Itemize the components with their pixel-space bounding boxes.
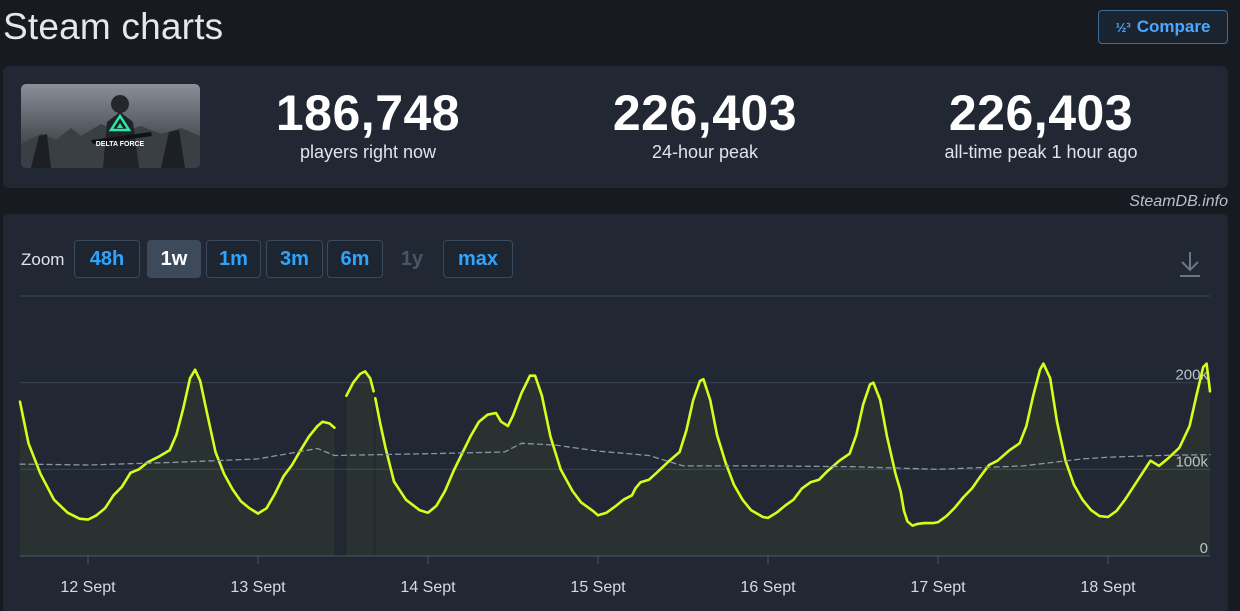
zoom-3m-button[interactable]: 3m	[266, 240, 323, 278]
x-tick-label: 13 Sept	[230, 579, 286, 596]
x-tick-label: 17 Sept	[910, 579, 966, 596]
stat-value: 226,403	[612, 85, 798, 141]
thumbnail-title: DELTA FORCE	[96, 141, 145, 148]
game-thumbnail[interactable]: DELTA FORCE	[21, 84, 200, 168]
game-thumbnail-image: DELTA FORCE	[21, 84, 200, 168]
x-tick-label: 18 Sept	[1080, 579, 1136, 596]
y-tick-label: 0	[1200, 540, 1208, 557]
steamdb-credit[interactable]: SteamDB.info	[1129, 193, 1228, 210]
players-line	[256, 420, 336, 515]
compare-button[interactable]: ½³ Compare	[1098, 10, 1228, 44]
players-area	[375, 363, 1210, 556]
download-icon[interactable]	[1177, 250, 1203, 278]
stat-value: 186,748	[275, 85, 461, 141]
y-tick-label: 100k	[1175, 453, 1208, 470]
compare-label: Compare	[1136, 17, 1211, 36]
x-tick-label: 15 Sept	[570, 579, 626, 596]
x-tick-label: 16 Sept	[740, 579, 796, 596]
x-tick-label: 12 Sept	[60, 579, 116, 596]
stat-label: players right now	[299, 142, 437, 162]
players-line	[345, 370, 375, 397]
stat-all-time-peak: 226,403 all-time peak 1 hour ago	[901, 86, 1181, 163]
stat-24h-peak: 226,403 24-hour peak	[580, 86, 830, 163]
players-area	[20, 369, 258, 556]
zoom-1w-button[interactable]: 1w	[147, 240, 201, 278]
zoom-1m-button[interactable]: 1m	[206, 240, 261, 278]
page-title: Steam charts	[3, 6, 224, 47]
fraction-icon: ½³	[1115, 19, 1131, 35]
stat-label: all-time peak 1 hour ago	[944, 142, 1138, 162]
stat-label: 24-hour peak	[651, 142, 759, 162]
zoom-6m-button[interactable]: 6m	[327, 240, 383, 278]
players-area	[346, 371, 374, 556]
stats-panel: DELTA FORCE 186,748 players right now 22…	[3, 66, 1228, 188]
chart-panel: Zoom 48h 1w 1m 3m 6m 1y max 0100k200k12 …	[3, 214, 1228, 611]
zoom-label: Zoom	[21, 250, 65, 269]
stat-value: 226,403	[948, 85, 1134, 141]
players-line	[18, 368, 260, 521]
zoom-max-button[interactable]: max	[443, 240, 513, 278]
x-tick-label: 14 Sept	[400, 579, 456, 596]
players-area	[258, 421, 335, 556]
stat-current-players: 186,748 players right now	[243, 86, 493, 163]
zoom-1y-button: 1y	[400, 247, 424, 270]
zoom-48h-button[interactable]: 48h	[74, 240, 140, 278]
